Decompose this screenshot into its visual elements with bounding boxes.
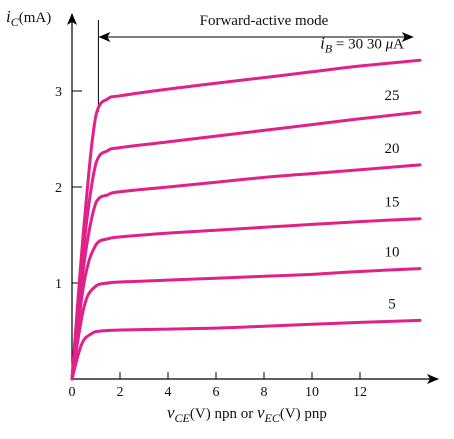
x-tick-label: 12 [353, 385, 367, 400]
x-tick-label: 6 [213, 385, 220, 400]
curve-group [70, 58, 422, 381]
curve-label-group: iB = 30 30 μA 25 20 15 10 5 [320, 33, 404, 312]
curve-label-ib-15: 15 [385, 195, 400, 211]
y-tick-label: 3 [55, 85, 62, 100]
ic-curve-ib-10 [70, 267, 422, 381]
active-region-label: Forward-active mode [200, 13, 329, 29]
curve-label-ib-30: iB = 30 30 μA [320, 33, 404, 55]
ic-curve-ib-15 [70, 217, 422, 381]
ic-curve-ib-20 [70, 163, 422, 381]
curve-label-ib-25: 25 [385, 88, 400, 104]
x-tick-label: 10 [305, 385, 319, 400]
x-tick-label: 2 [117, 385, 124, 400]
ic-curve-ib-30 [70, 58, 422, 381]
x-axis-title: vCE(V) npn or vEC(V) pnp [167, 403, 327, 425]
curve-label-ib-10: 10 [385, 245, 400, 261]
y-axis-title: iC(mA) [6, 7, 51, 29]
x-tick-label: 8 [261, 385, 268, 400]
y-tick-label: 1 [55, 277, 62, 292]
ic-curve-ib-25 [70, 110, 422, 381]
curve-label-ib-20: 20 [385, 141, 400, 157]
curve-label-ib-5: 5 [388, 296, 396, 312]
y-tick-label: 2 [55, 181, 62, 196]
x-tick-label: 0 [69, 385, 76, 400]
ic-curve-ib-5 [70, 318, 422, 381]
x-tick-label: 4 [165, 385, 172, 400]
